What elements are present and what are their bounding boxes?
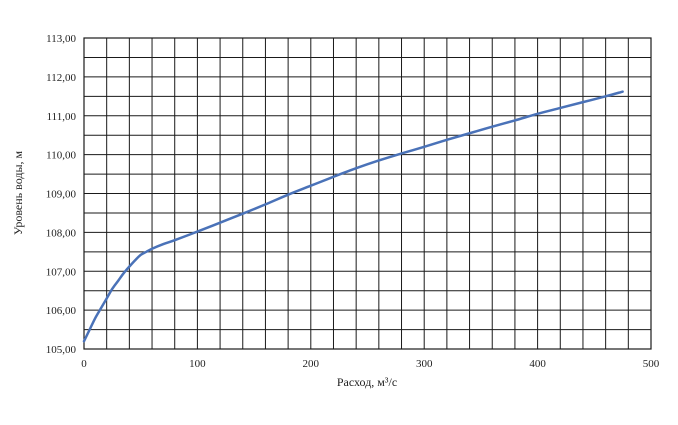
- x-tick-label: 200: [303, 358, 320, 370]
- x-tick-label: 0: [81, 358, 87, 370]
- x-tick-label: 400: [529, 358, 546, 370]
- y-tick-label: 113,00: [46, 33, 76, 45]
- chart-grid: [83, 37, 652, 350]
- x-tick-label: 300: [416, 358, 433, 370]
- y-tick-label: 108,00: [46, 227, 77, 239]
- y-tick-label: 110,00: [46, 150, 76, 162]
- chart-series-layer: [82, 90, 624, 343]
- plot-frame: [83, 37, 652, 350]
- y-tick-label: 111,00: [47, 111, 77, 123]
- x-axis-ticks: 0 100 200 300 400 500: [81, 358, 660, 370]
- x-tick-label: 100: [189, 358, 206, 370]
- y-tick-label: 107,00: [46, 266, 77, 278]
- y-axis-ticks: 105,00 106,00 107,00 108,00 109,00 110,00 111,…: [46, 33, 77, 356]
- y-tick-label: 106,00: [46, 305, 77, 317]
- y-axis-label: Уровень воды, м: [11, 150, 25, 235]
- y-tick-label: 112,00: [46, 72, 76, 84]
- y-tick-label: 105,00: [46, 344, 77, 356]
- x-tick-label: 500: [643, 358, 660, 370]
- x-axis-label: Расход, м³/с: [337, 375, 397, 389]
- series-line: [82, 90, 624, 343]
- y-tick-label: 109,00: [46, 189, 77, 201]
